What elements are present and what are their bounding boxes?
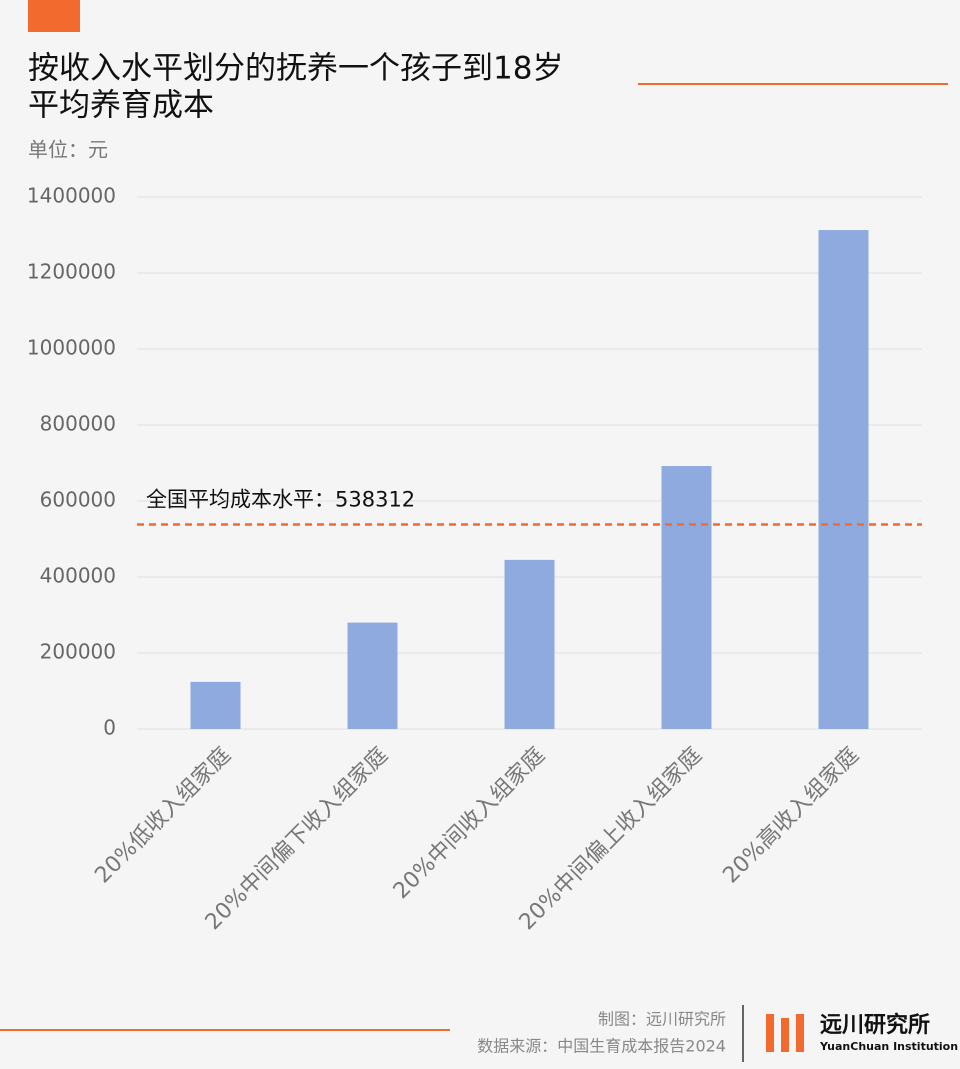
- logo-bar: [796, 1014, 804, 1052]
- corner-accent: [28, 0, 80, 32]
- bar: [347, 622, 398, 729]
- logo-bar: [781, 1018, 789, 1052]
- logo-icon: [766, 1014, 804, 1052]
- y-tick-label: 200000: [40, 640, 116, 664]
- logo-bar: [766, 1014, 774, 1052]
- bar: [504, 559, 555, 729]
- source: 数据来源：中国生育成本报告2024: [477, 1037, 726, 1056]
- y-tick-label: 1200000: [27, 260, 116, 284]
- brand: 远川研究所: [820, 1012, 930, 1038]
- y-tick-label: 0: [103, 716, 116, 740]
- chart-title: 平均养育成本: [28, 88, 214, 124]
- unit-label: 单位：元: [28, 138, 108, 162]
- y-tick-label: 800000: [40, 412, 116, 436]
- bar: [818, 230, 869, 729]
- y-tick-label: 1400000: [27, 184, 116, 208]
- bar: [661, 466, 712, 729]
- chart-title: 按收入水平划分的抚养一个孩子到18岁: [28, 51, 563, 87]
- bar: [190, 681, 241, 729]
- reference-label: 全国平均成本水平：538312: [146, 487, 415, 511]
- credit: 制图：远川研究所: [598, 1010, 726, 1029]
- y-tick-label: 400000: [40, 564, 116, 588]
- y-tick-label: 1000000: [27, 336, 116, 360]
- y-tick-label: 600000: [40, 488, 116, 512]
- brand-en: YuanChuan Institution: [819, 1040, 958, 1053]
